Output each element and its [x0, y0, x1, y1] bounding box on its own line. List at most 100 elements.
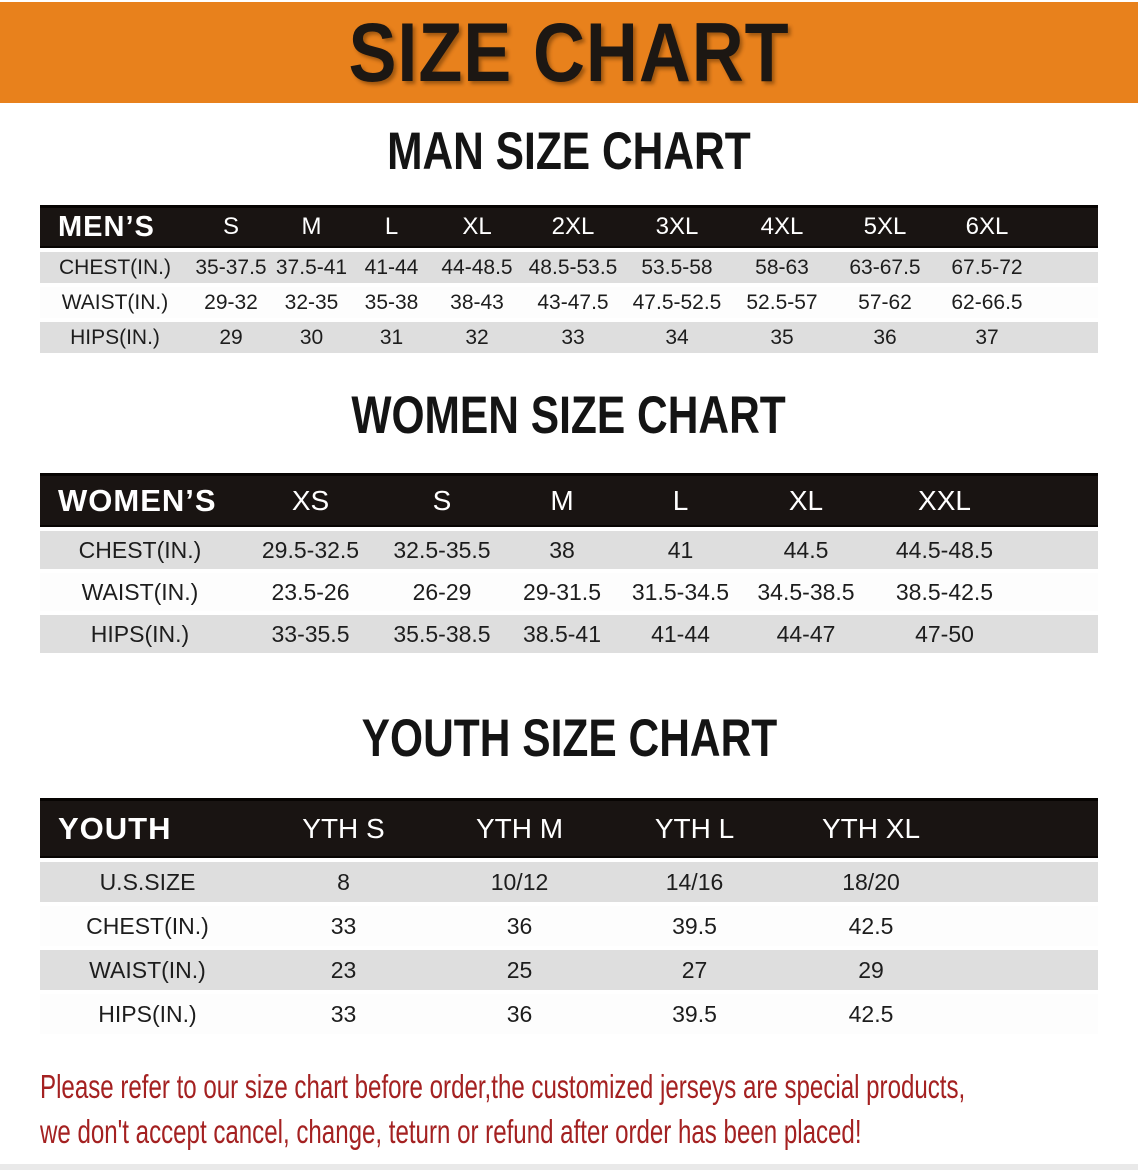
measurement-value: 8: [255, 862, 432, 902]
measurement-label: HIPS(IN.): [40, 994, 255, 1034]
measurement-value: 42.5: [782, 906, 960, 946]
row-spacer: [1038, 287, 1098, 318]
measurement-value: 35.5-38.5: [381, 615, 503, 653]
measurement-value: 53.5-58: [624, 252, 730, 283]
measurement-value: 38.5-42.5: [872, 573, 1017, 611]
size-column-header: 4XL: [730, 205, 834, 248]
measurement-row: WAIST(IN.) 29-32 32-35 35-38 38-43 43-47.5 47.…: [40, 287, 1098, 318]
header-spacer: [1038, 205, 1098, 248]
size-column-header: YTH L: [607, 798, 782, 858]
size-column-header: 6XL: [936, 205, 1038, 248]
measurement-label: CHEST(IN.): [40, 906, 255, 946]
measurement-value: 25: [432, 950, 607, 990]
measurement-value: 27: [607, 950, 782, 990]
measurement-value: 31: [351, 322, 432, 353]
size-column-header: XS: [240, 473, 381, 527]
size-column-header: XXL: [872, 473, 1017, 527]
section-heading-women: WOMEN SIZE CHART: [0, 385, 1138, 451]
measurement-value: 36: [432, 994, 607, 1034]
section-heading-youth-text: YOUTH SIZE CHART: [361, 708, 777, 768]
measurement-row: HIPS(IN.) 33-35.5 35.5-38.5 38.5-41 41-44 44-…: [40, 615, 1098, 653]
mens-size-table: MEN’S S M L XL 2XL 3XL 4XL 5XL 6XL CHEST(IN.) 35-37…: [40, 201, 1098, 357]
measurement-label: U.S.SIZE: [40, 862, 255, 902]
size-column-header: XL: [740, 473, 872, 527]
measurement-label: HIPS(IN.): [40, 615, 240, 653]
measurement-value: 52.5-57: [730, 287, 834, 318]
section-heading-women-text: WOMEN SIZE CHART: [351, 385, 787, 445]
row-spacer: [960, 994, 1098, 1034]
measurement-value: 47.5-52.5: [624, 287, 730, 318]
measurement-value: 37.5-41: [272, 252, 351, 283]
measurement-value: 33: [522, 322, 624, 353]
section-heading-man: MAN SIZE CHART: [0, 124, 1138, 187]
measurement-value: 36: [834, 322, 936, 353]
row-spacer: [1017, 615, 1098, 653]
row-spacer: [960, 862, 1098, 902]
measurement-value: 14/16: [607, 862, 782, 902]
banner-title: SIZE CHART: [348, 5, 790, 99]
measurement-value: 63-67.5: [834, 252, 936, 283]
measurement-value: 33: [255, 994, 432, 1034]
size-column-header: YTH M: [432, 798, 607, 858]
womens-size-table: WOMEN’S XS S M L XL XXL CHEST(IN.) 29.5-32.5 32.5…: [40, 469, 1098, 657]
size-column-header: XL: [432, 205, 522, 248]
measurement-value: 38: [503, 531, 621, 569]
measurement-value: 35-38: [351, 287, 432, 318]
measurement-value: 30: [272, 322, 351, 353]
measurement-value: 32.5-35.5: [381, 531, 503, 569]
measurement-value: 41-44: [621, 615, 740, 653]
size-column-header: S: [381, 473, 503, 527]
measurement-value: 26-29: [381, 573, 503, 611]
bottom-edge-strip: [0, 1164, 1138, 1170]
mens-size-table-wrap: MEN’S S M L XL 2XL 3XL 4XL 5XL 6XL CHEST(IN.) 35-37…: [40, 201, 1098, 357]
measurement-value: 34: [624, 322, 730, 353]
measurement-value: 39.5: [607, 994, 782, 1034]
measurement-value: 41: [621, 531, 740, 569]
measurement-value: 18/20: [782, 862, 960, 902]
disclaimer-line-1: Please refer to our size chart before or…: [40, 1068, 966, 1105]
size-header-row: MEN’S S M L XL 2XL 3XL 4XL 5XL 6XL: [40, 205, 1098, 248]
header-spacer: [960, 798, 1098, 858]
measurement-value: 57-62: [834, 287, 936, 318]
measurement-label: CHEST(IN.): [40, 531, 240, 569]
measurement-value: 23.5-26: [240, 573, 381, 611]
measurement-row: HIPS(IN.) 29 30 31 32 33 34 35 36 37: [40, 322, 1098, 353]
size-column-header: M: [272, 205, 351, 248]
size-column-header: 2XL: [522, 205, 624, 248]
measurement-row: CHEST(IN.) 33 36 39.5 42.5: [40, 906, 1098, 946]
measurement-value: 33-35.5: [240, 615, 381, 653]
measurement-value: 38.5-41: [503, 615, 621, 653]
measurement-label: WAIST(IN.): [40, 287, 190, 318]
measurement-value: 29: [190, 322, 272, 353]
womens-size-table-wrap: WOMEN’S XS S M L XL XXL CHEST(IN.) 29.5-32.5 32.5…: [40, 469, 1098, 657]
measurement-row: CHEST(IN.) 29.5-32.5 32.5-35.5 38 41 44.5 44.5…: [40, 531, 1098, 569]
header-spacer: [1017, 473, 1098, 527]
measurement-value: 31.5-34.5: [621, 573, 740, 611]
row-spacer: [960, 950, 1098, 990]
measurement-value: 33: [255, 906, 432, 946]
measurement-value: 29-32: [190, 287, 272, 318]
measurement-value: 23: [255, 950, 432, 990]
measurement-value: 67.5-72: [936, 252, 1038, 283]
measurement-value: 36: [432, 906, 607, 946]
measurement-value: 48.5-53.5: [522, 252, 624, 283]
size-header-row: WOMEN’S XS S M L XL XXL: [40, 473, 1098, 527]
measurement-value: 62-66.5: [936, 287, 1038, 318]
size-column-header: 3XL: [624, 205, 730, 248]
disclaimer: Please refer to our size chart before or…: [40, 1064, 1138, 1154]
measurement-value: 47-50: [872, 615, 1017, 653]
size-column-header: M: [503, 473, 621, 527]
size-column-header: 5XL: [834, 205, 936, 248]
row-spacer: [1017, 531, 1098, 569]
measurement-row: U.S.SIZE 8 10/12 14/16 18/20: [40, 862, 1098, 902]
measurement-label: WAIST(IN.): [40, 950, 255, 990]
measurement-value: 44-48.5: [432, 252, 522, 283]
measurement-value: 44-47: [740, 615, 872, 653]
row-spacer: [1038, 322, 1098, 353]
measurement-value: 39.5: [607, 906, 782, 946]
measurement-value: 29-31.5: [503, 573, 621, 611]
measurement-value: 41-44: [351, 252, 432, 283]
youth-size-table-wrap: YOUTH YTH S YTH M YTH L YTH XL U.S.SIZE 8 10/12…: [40, 794, 1098, 1038]
measurement-value: 43-47.5: [522, 287, 624, 318]
measurement-value: 10/12: [432, 862, 607, 902]
